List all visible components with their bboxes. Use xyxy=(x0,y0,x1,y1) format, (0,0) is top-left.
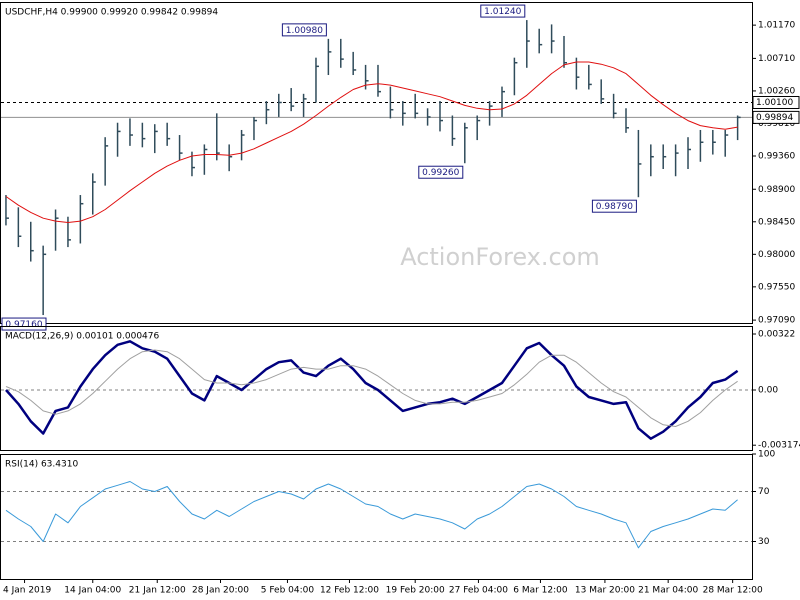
price-level-label: 0.99894 xyxy=(756,113,793,123)
x-tick-label: 27 Feb 04:00 xyxy=(449,586,508,596)
series-line xyxy=(5,349,738,427)
price-level-box xyxy=(752,110,800,124)
price-level-box xyxy=(752,95,800,109)
y-tick-label: 0.98900 xyxy=(758,185,795,195)
y-tick-label: 0.98450 xyxy=(758,217,795,227)
annotation-label: 1.00980 xyxy=(286,26,323,36)
panel-frame xyxy=(0,454,753,580)
x-tick-label: 21 Jan 12:00 xyxy=(129,586,186,596)
y-tick-label: 1.00710 xyxy=(758,54,795,64)
watermark: ActionForex.com xyxy=(400,243,600,271)
x-tick-label: 4 Jan 2019 xyxy=(3,586,51,596)
price-level-label: 1.00100 xyxy=(756,98,793,108)
x-tick-label: 14 Jan 04:00 xyxy=(64,586,121,596)
x-tick-label: 12 Feb 12:00 xyxy=(320,586,379,596)
y-tick-label: 0.98000 xyxy=(758,250,795,260)
x-tick-label: 19 Feb 20:00 xyxy=(386,586,445,596)
panel-title: RSI(14) 63.4310 xyxy=(5,460,78,470)
panel-frame xyxy=(0,326,753,451)
series-line xyxy=(5,340,739,440)
annotation-box xyxy=(480,4,526,18)
y-tick-label: 0.99810 xyxy=(758,119,795,129)
panel-frame xyxy=(0,2,753,324)
panel-title: MACD(12,26,9) 0.00101 0.000476 xyxy=(5,332,160,342)
panel-title: USDCHF,H4 0.99900 0.99920 0.99842 0.9989… xyxy=(5,8,218,18)
x-tick-label: 21 Mar 04:00 xyxy=(638,586,698,596)
annotation-label: 0.99260 xyxy=(422,168,459,178)
series-line xyxy=(5,481,738,549)
y-tick-label: 0.97090 xyxy=(758,316,795,326)
y-tick-label: 0.00322 xyxy=(758,330,795,340)
annotation-box xyxy=(591,199,637,213)
annotation-label: 0.98790 xyxy=(596,202,633,212)
annotation-label: 1.01240 xyxy=(484,7,521,17)
y-tick-label: 1.01170 xyxy=(758,21,795,31)
y-tick-label: 0.97550 xyxy=(758,282,795,292)
annotation-label: 0.97160 xyxy=(5,320,42,330)
y-tick-label: 30 xyxy=(758,537,770,547)
series-line xyxy=(5,61,738,223)
annotation-box xyxy=(418,165,464,179)
y-tick-label: 100 xyxy=(758,450,775,460)
y-tick-label: -0.003174 xyxy=(758,441,800,451)
x-tick-label: 13 Mar 20:00 xyxy=(575,586,635,596)
x-tick-label: 5 Feb 04:00 xyxy=(261,586,315,596)
y-tick-label: 0.99360 xyxy=(758,151,795,161)
y-tick-label: 70 xyxy=(758,487,770,497)
y-tick-label: 0.00 xyxy=(758,386,778,396)
annotation-box xyxy=(1,317,47,331)
x-tick-label: 28 Jan 20:00 xyxy=(192,586,249,596)
y-tick-label: 1.00260 xyxy=(758,86,795,96)
annotation-box xyxy=(281,23,327,37)
x-tick-label: 28 Mar 12:00 xyxy=(703,586,763,596)
x-tick-label: 6 Mar 12:00 xyxy=(513,586,568,596)
